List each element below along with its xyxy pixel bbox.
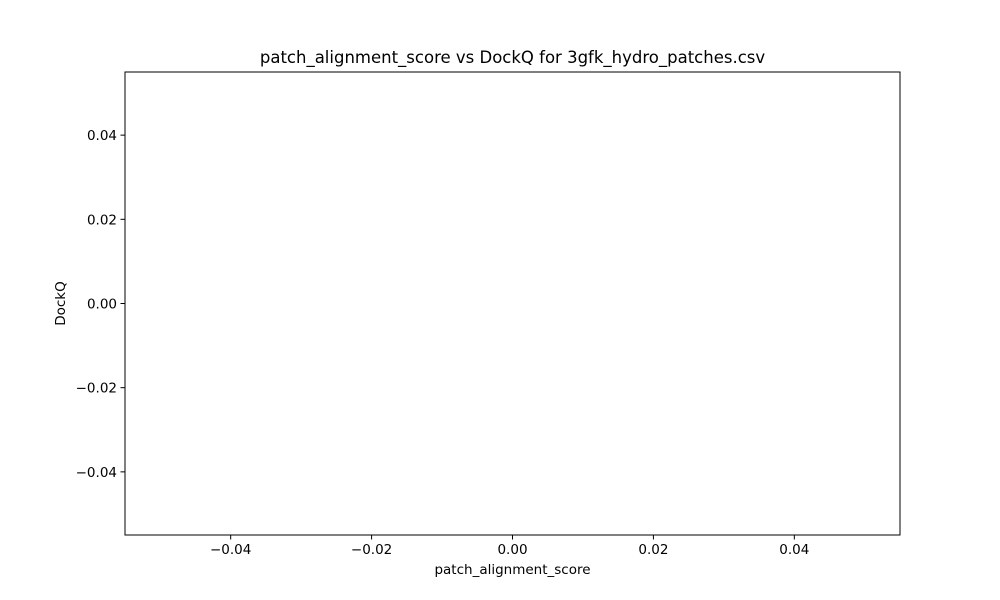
x-tick-label: 0.04 — [779, 542, 809, 558]
chart-title: patch_alignment_score vs DockQ for 3gfk_… — [260, 48, 766, 68]
y-axis-ticks: −0.04 −0.02 0.00 0.02 0.04 — [76, 128, 125, 481]
y-tick-label: 0.04 — [87, 128, 117, 144]
x-tick-label: −0.02 — [351, 542, 392, 558]
x-tick-label: 0.02 — [638, 542, 668, 558]
x-axis-ticks: −0.04 −0.02 0.00 0.02 0.04 — [210, 535, 809, 558]
x-axis-label: patch_alignment_score — [434, 562, 590, 578]
x-tick-label: −0.04 — [210, 542, 251, 558]
y-tick-label: 0.00 — [87, 297, 117, 313]
y-tick-label: −0.02 — [76, 381, 117, 397]
x-tick-label: 0.00 — [497, 542, 527, 558]
y-tick-label: −0.04 — [76, 465, 117, 481]
y-axis-label: DockQ — [53, 281, 69, 326]
y-tick-label: 0.02 — [87, 212, 117, 228]
